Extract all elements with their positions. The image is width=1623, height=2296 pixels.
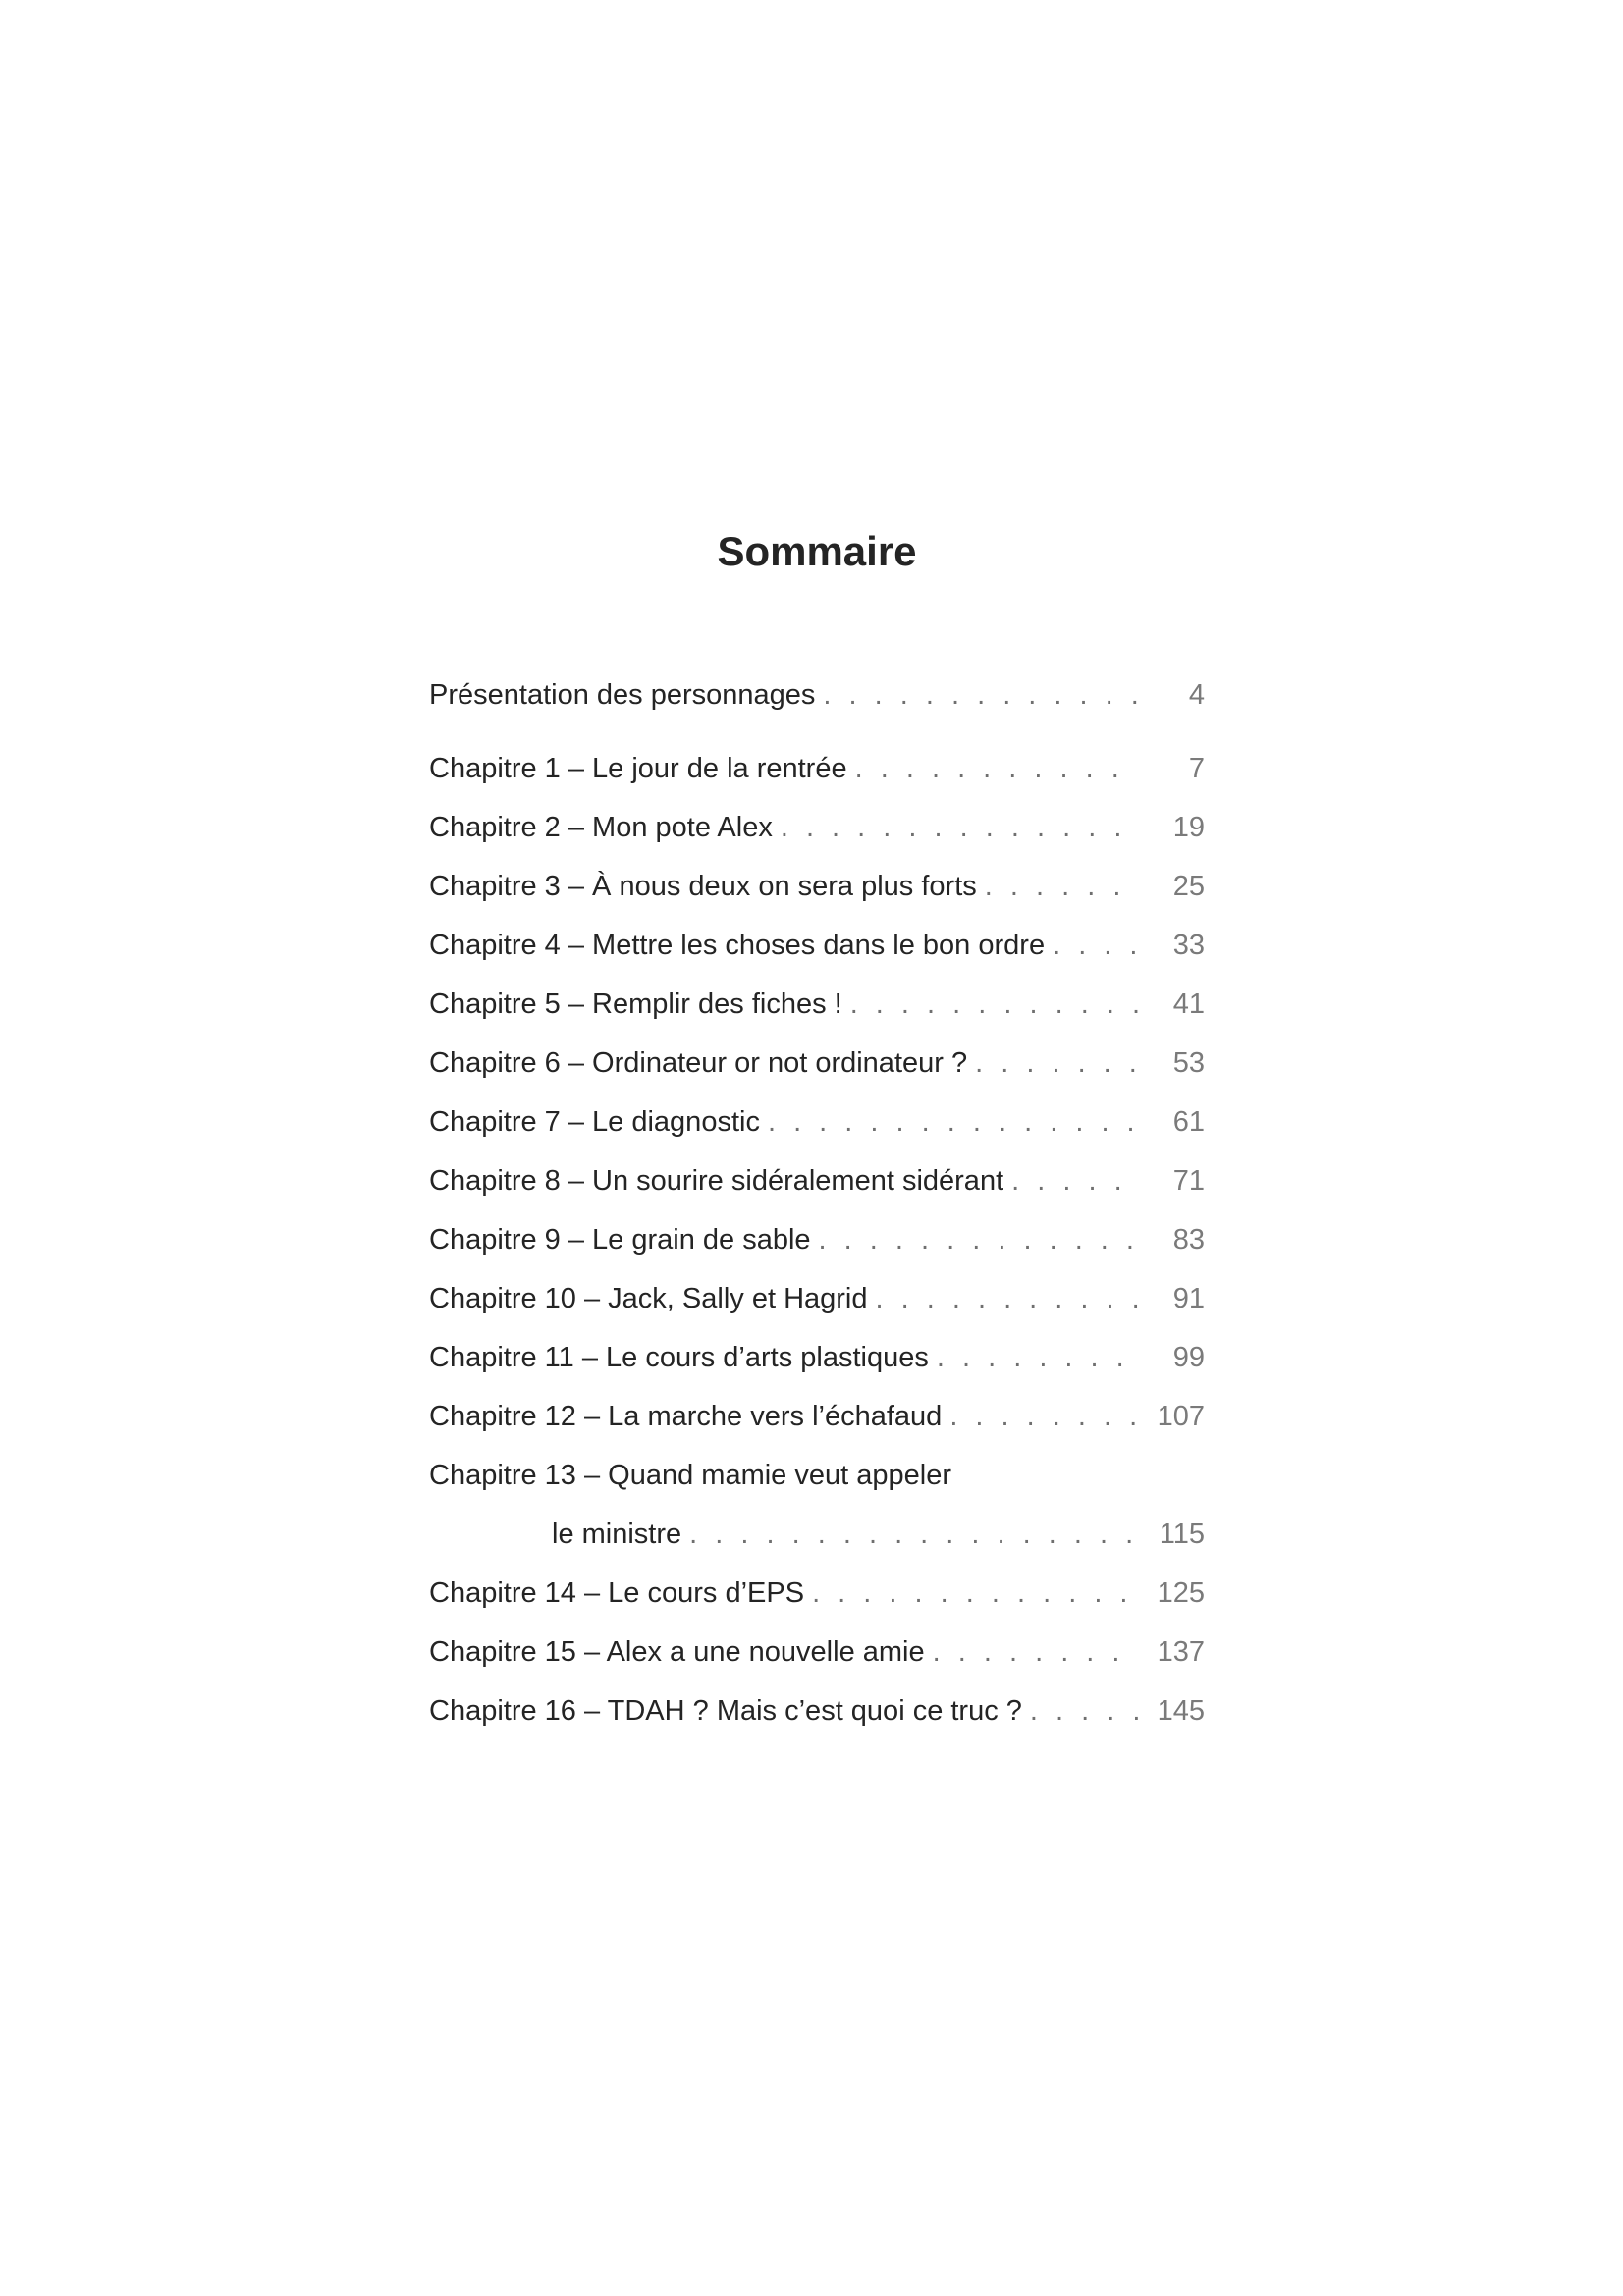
- page-title: Sommaire: [717, 528, 917, 574]
- toc-entry: Chapitre 2 – Mon pote Alex . . . . . . .…: [429, 798, 1205, 857]
- toc-entry-label-line2: le ministre: [552, 1519, 682, 1550]
- toc-entry-label: Chapitre 15 – Alex a une nouvelle amie: [429, 1636, 925, 1668]
- toc-entry: Chapitre 5 – Remplir des fiches ! . . . …: [429, 975, 1205, 1034]
- toc-page-number: 99: [1172, 1342, 1205, 1373]
- toc-page-number: 41: [1172, 988, 1205, 1020]
- toc-page-number: 19: [1172, 812, 1205, 843]
- toc-entry-label: Chapitre 10 – Jack, Sally et Hagrid: [429, 1283, 868, 1314]
- toc-page-number: 83: [1172, 1224, 1205, 1255]
- toc-entry: Chapitre 16 – TDAH ? Mais c’est quoi ce …: [429, 1682, 1205, 1740]
- toc-entry-label: Chapitre 5 – Remplir des fiches !: [429, 988, 842, 1020]
- toc-page-number: 33: [1172, 930, 1205, 961]
- toc-leader-dots: . . . . . . . . . . . . . . . . . . . . …: [689, 1519, 1138, 1550]
- toc-entry-label: Chapitre 8 – Un sourire sidéralement sid…: [429, 1165, 1004, 1197]
- toc-entry-label: Chapitre 16 – TDAH ? Mais c’est quoi ce …: [429, 1695, 1022, 1727]
- toc-entry: Chapitre 4 – Mettre les choses dans le b…: [429, 916, 1205, 975]
- toc-entry: Chapitre 8 – Un sourire sidéralement sid…: [429, 1151, 1205, 1210]
- toc-leader-dots: . . . . . . . . . . . . . . . . . . . . …: [1011, 1165, 1138, 1197]
- toc-leader-dots: . . . . . . . . . . . . . . . . . . . . …: [812, 1577, 1138, 1609]
- toc-page-number: 61: [1172, 1106, 1205, 1138]
- toc-leader-dots: . . . . . . . . . . . . . . . . . . . . …: [975, 1047, 1138, 1079]
- toc-entry-label: Chapitre 1 – Le jour de la rentrée: [429, 753, 847, 784]
- toc-entry: Chapitre 15 – Alex a une nouvelle amie .…: [429, 1623, 1205, 1682]
- toc-entry: Chapitre 7 – Le diagnostic . . . . . . .…: [429, 1093, 1205, 1151]
- toc-leader-dots: . . . . . . . . . . . . . . . . . . . . …: [854, 753, 1138, 784]
- toc-leader-dots: . . . . . . . . . . . . . . . . . . . . …: [984, 871, 1138, 902]
- toc-list: Présentation des personnages . . . . . .…: [429, 666, 1205, 1740]
- toc-page-number: 107: [1157, 1401, 1205, 1432]
- toc-page: Sommaire Présentation des personnages . …: [429, 0, 1205, 1740]
- toc-page-number: 53: [1172, 1047, 1205, 1079]
- toc-leader-dots: . . . . . . . . . . . . . . . . . . . . …: [767, 1106, 1138, 1138]
- toc-leader-dots: . . . . . . . . . . . . . . . . . . . . …: [949, 1401, 1138, 1432]
- toc-entry-label: Chapitre 14 – Le cours d’EPS: [429, 1577, 805, 1609]
- toc-page-number: 145: [1157, 1695, 1205, 1727]
- toc-entry: Chapitre 1 – Le jour de la rentrée . . .…: [429, 739, 1205, 798]
- toc-entry: Chapitre 14 – Le cours d’EPS . . . . . .…: [429, 1564, 1205, 1623]
- toc-entry-label: Chapitre 12 – La marche vers l’échafaud: [429, 1401, 943, 1432]
- toc-entry: Présentation des personnages . . . . . .…: [429, 666, 1205, 724]
- toc-page-number: 7: [1188, 753, 1205, 784]
- toc-page-number: 25: [1172, 871, 1205, 902]
- toc-leader-dots: . . . . . . . . . . . . . . . . . . . . …: [936, 1342, 1138, 1373]
- toc-entry: Chapitre 9 – Le grain de sable . . . . .…: [429, 1210, 1205, 1269]
- toc-entry: Chapitre 13 – Quand mamie veut appeler l…: [429, 1446, 1205, 1564]
- toc-entry-label: Présentation des personnages: [429, 679, 816, 711]
- toc-entry: Chapitre 11 – Le cours d’arts plastiques…: [429, 1328, 1205, 1387]
- toc-entry-label: Chapitre 2 – Mon pote Alex: [429, 812, 773, 843]
- toc-leader-dots: . . . . . . . . . . . . . . . . . . . . …: [875, 1283, 1139, 1314]
- toc-entry: Chapitre 12 – La marche vers l’échafaud …: [429, 1387, 1205, 1446]
- toc-entry-label: Chapitre 3 – À nous deux on sera plus fo…: [429, 871, 977, 902]
- toc-leader-dots: . . . . . . . . . . . . . . . . . . . . …: [849, 988, 1138, 1020]
- toc-entry: Chapitre 10 – Jack, Sally et Hagrid . . …: [429, 1269, 1205, 1328]
- toc-leader-dots: . . . . . . . . . . . . . . . . . . . . …: [780, 812, 1138, 843]
- toc-entry: Chapitre 6 – Ordinateur or not ordinateu…: [429, 1034, 1205, 1093]
- toc-entry-label: Chapitre 4 – Mettre les choses dans le b…: [429, 930, 1046, 961]
- toc-entry-label: Chapitre 7 – Le diagnostic: [429, 1106, 760, 1138]
- toc-entry-label: Chapitre 13 – Quand mamie veut appeler: [429, 1460, 951, 1491]
- toc-page-number: 91: [1172, 1283, 1205, 1314]
- toc-page-number: 125: [1157, 1577, 1205, 1609]
- toc-page-number: 71: [1172, 1165, 1205, 1197]
- toc-page-number: 4: [1188, 679, 1205, 711]
- toc-entry: Chapitre 3 – À nous deux on sera plus fo…: [429, 857, 1205, 916]
- toc-page-number: 115: [1159, 1519, 1205, 1550]
- toc-leader-dots: . . . . . . . . . . . . . . . . . . . . …: [1029, 1695, 1138, 1727]
- toc-entry-label: Chapitre 9 – Le grain de sable: [429, 1224, 811, 1255]
- toc-page-number: 137: [1157, 1636, 1205, 1668]
- toc-entry-label: Chapitre 6 – Ordinateur or not ordinateu…: [429, 1047, 968, 1079]
- toc-leader-dots: . . . . . . . . . . . . . . . . . . . . …: [1053, 930, 1138, 961]
- toc-leader-dots: . . . . . . . . . . . . . . . . . . . . …: [932, 1636, 1138, 1668]
- toc-entry-label: Chapitre 11 – Le cours d’arts plastiques: [429, 1342, 929, 1373]
- toc-leader-dots: . . . . . . . . . . . . . . . . . . . . …: [818, 1224, 1138, 1255]
- toc-leader-dots: . . . . . . . . . . . . . . . . . . . . …: [823, 679, 1138, 711]
